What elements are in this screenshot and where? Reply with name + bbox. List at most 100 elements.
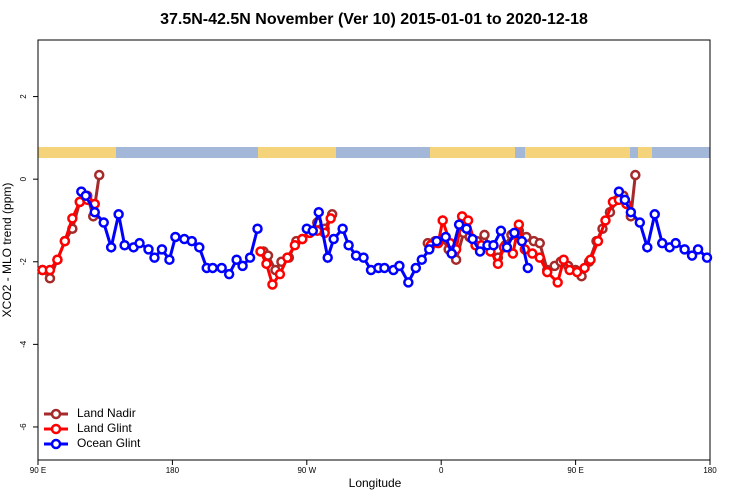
data-point [492, 258, 504, 270]
data-point [416, 254, 428, 265]
land-strip [38, 147, 116, 158]
data-point [143, 244, 154, 255]
data-point [289, 240, 301, 251]
data-point [410, 262, 422, 274]
data-point [495, 225, 507, 237]
data-point [343, 240, 354, 251]
y-axis-label: XCO2 - MLO trend (ppm) [0, 183, 14, 318]
data-point [461, 223, 472, 234]
land-strip [258, 147, 336, 158]
data-point [656, 237, 668, 249]
map-strip [38, 147, 710, 158]
data-point [313, 206, 324, 218]
ocean-strip [38, 147, 710, 158]
data-point [113, 209, 124, 220]
data-point [630, 169, 641, 181]
data-point [261, 258, 272, 270]
data-point [44, 264, 56, 276]
data-point [223, 268, 235, 280]
data-point [52, 254, 63, 265]
x-tick-label: 90 W [297, 466, 316, 475]
data-point [522, 262, 534, 274]
plot-frame [37, 39, 711, 461]
data-point [649, 209, 660, 220]
data-point [534, 252, 546, 263]
data-point [488, 240, 499, 251]
data-point [237, 260, 248, 272]
data-point [119, 240, 130, 251]
y-tick-label: -4 [19, 340, 28, 348]
data-point [686, 250, 698, 261]
data-point [479, 229, 490, 241]
data-point [207, 262, 218, 274]
x-tick-label: 180 [166, 466, 180, 475]
data-point [437, 215, 448, 226]
data-point [534, 237, 546, 249]
data-point [516, 235, 528, 247]
land-strip [638, 147, 652, 158]
data-point [474, 246, 486, 257]
series [76, 186, 713, 288]
data-point [252, 223, 263, 234]
data-point [255, 246, 266, 257]
data-point [267, 279, 278, 290]
data-point [440, 231, 451, 243]
data-point [585, 254, 596, 265]
data-point [98, 217, 109, 228]
data-point [642, 242, 653, 253]
data-point [44, 273, 56, 284]
data-point [337, 223, 348, 234]
data-point [80, 190, 92, 201]
data-point [194, 242, 205, 253]
data-point [67, 213, 78, 224]
x-tick-label: 180 [703, 466, 717, 475]
legend-label: Land Glint [77, 421, 132, 435]
data-point [216, 262, 227, 274]
data-point [307, 225, 319, 237]
data-point [552, 277, 563, 288]
data-point [59, 235, 71, 247]
data-point [328, 233, 339, 245]
data-point [431, 235, 442, 247]
data-point [446, 248, 457, 259]
data-point [541, 266, 553, 278]
legend-label: Land Nadir [77, 406, 136, 420]
y-tick-label: -6 [19, 423, 28, 431]
data-point [501, 242, 513, 253]
y-tick-label: 0 [19, 176, 28, 181]
chart-title: 37.5N-42.5N November (Ver 10) 2015-01-01… [160, 11, 588, 28]
data-point [186, 235, 198, 247]
data-point [149, 252, 160, 263]
data-point [453, 219, 465, 230]
data-point [692, 244, 704, 255]
data-point [244, 252, 256, 263]
data-point [297, 233, 308, 245]
data-point [613, 186, 625, 197]
data-point [462, 215, 474, 226]
data-point [670, 237, 681, 249]
legend-label: Ocean Glint [77, 436, 141, 450]
data-point [592, 235, 604, 247]
data-point [358, 252, 369, 263]
data-point [558, 254, 569, 265]
legend-marker [50, 438, 62, 450]
y-tick-label: -2 [19, 258, 28, 266]
data-point [134, 237, 145, 249]
x-tick-label: 0 [439, 466, 444, 475]
data-point [89, 206, 100, 218]
data-point [231, 254, 242, 265]
data-point [625, 206, 637, 218]
data-point [701, 252, 713, 263]
data-point [507, 248, 519, 259]
data-point [325, 213, 336, 224]
x-tick-label: 90 E [567, 466, 583, 475]
x-axis-label: Longitude [349, 476, 402, 490]
y-tick-label: 2 [19, 94, 28, 99]
legend-marker [50, 423, 62, 435]
data-point [403, 277, 414, 288]
data-point [509, 227, 520, 239]
data-point [571, 266, 583, 278]
data-point [164, 254, 175, 265]
data-point [170, 231, 181, 243]
